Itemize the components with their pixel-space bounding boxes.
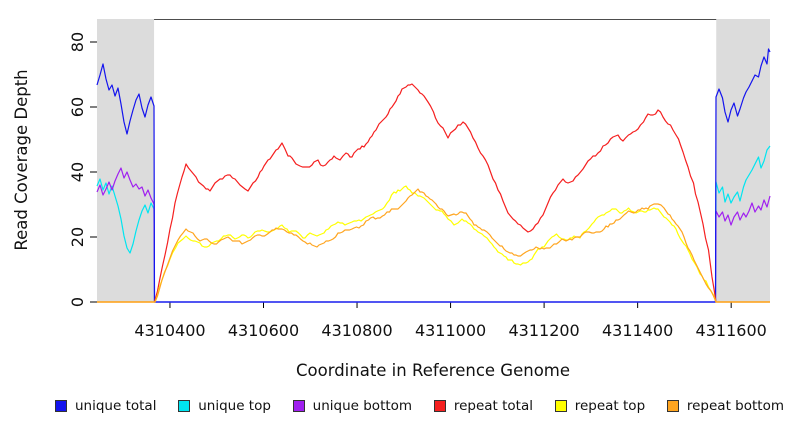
legend-swatch-unique-total (55, 400, 67, 412)
series-line-unique-total (96, 48, 771, 303)
legend-swatch-unique-top (178, 400, 191, 412)
masked-region (97, 19, 155, 302)
legend-item-label: unique top (198, 398, 271, 414)
series-line-repeat-total (97, 83, 770, 303)
x-axis-tick-label: 4311600 (696, 321, 767, 340)
legend-item-label: repeat bottom (686, 398, 784, 414)
legend-swatch-unique-bottom (292, 400, 305, 412)
legend-swatch-repeat-total (433, 400, 446, 412)
y-axis-tick-label: 80 (68, 32, 87, 52)
x-axis-tick-label: 4311000 (415, 321, 486, 340)
plot-area: 4310400 4310600 4310800 4311000 4311200 43114… (68, 19, 771, 340)
series-line-unique-bottom (96, 167, 771, 303)
legend-item-label: unique total (75, 398, 157, 414)
legend-item-label: repeat top (574, 398, 646, 414)
y-axis-tick-label: 60 (68, 97, 87, 117)
x-axis-title: Coordinate in Reference Genome (295, 361, 571, 380)
legend-item-repeat-top: repeat top (554, 398, 646, 414)
x-axis-tick-label: 4310400 (134, 321, 205, 340)
legend-item-unique-total: unique total (55, 398, 156, 414)
legend-item-repeat-bottom: repeat bottom (666, 398, 784, 414)
x-axis-tick-label: 4310600 (228, 321, 299, 340)
x-axis-tick-label: 4310800 (321, 321, 392, 340)
x-axis-tick-label: 4311200 (508, 321, 579, 340)
legend-item-unique-top: unique top (178, 398, 271, 414)
legend-item-label: unique bottom (312, 398, 413, 414)
x-axis-tick-label: 4311400 (602, 321, 673, 340)
legend-swatch-repeat-bottom (666, 400, 679, 412)
series-line-unique-top (96, 145, 771, 303)
y-axis-tick-label: 40 (68, 162, 87, 182)
y-axis-title: Read Coverage Depth (12, 69, 31, 251)
legend-swatch-repeat-top (554, 400, 567, 412)
series-line-repeat-top (97, 185, 770, 303)
legend-item-label: repeat total (453, 398, 533, 414)
series-line-repeat-bottom (97, 188, 770, 303)
y-axis-tick-label: 0 (68, 297, 87, 307)
legend-item-unique-bottom: unique bottom (292, 398, 413, 414)
legend: unique total unique top unique bottom re… (55, 398, 784, 414)
legend-item-repeat-total: repeat total (433, 398, 533, 414)
y-axis-tick-label: 20 (68, 227, 87, 247)
